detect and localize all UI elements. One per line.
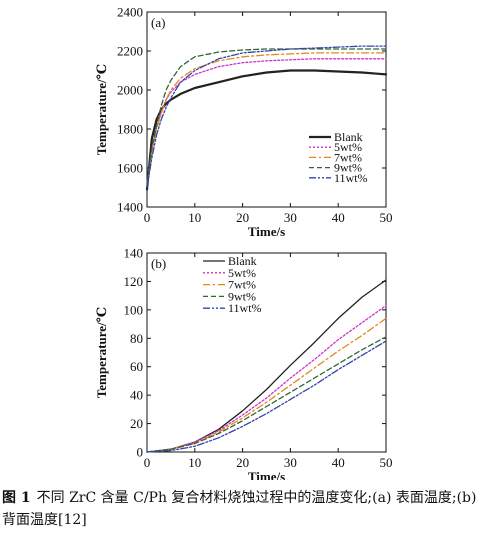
series-line-11wtpct bbox=[146, 340, 387, 453]
x-tick-label: 30 bbox=[284, 210, 297, 225]
x-axis-label: Time/s bbox=[248, 224, 285, 239]
series-line-9wtpct bbox=[146, 336, 387, 453]
y-tick-label: 140 bbox=[124, 246, 144, 261]
x-tick-label: 50 bbox=[380, 455, 393, 470]
x-axis-label: Time/s bbox=[248, 469, 285, 480]
y-tick-label: 20 bbox=[130, 416, 143, 431]
y-tick-label: 60 bbox=[130, 359, 143, 374]
y-tick-label: 1800 bbox=[117, 122, 143, 137]
panel-label: (a) bbox=[151, 15, 165, 30]
legend-label: 5wt% bbox=[228, 266, 256, 280]
y-tick-label: 1600 bbox=[117, 161, 143, 176]
plot-frame bbox=[146, 252, 387, 453]
x-tick-label: 40 bbox=[332, 210, 345, 225]
chart-panel-a: 0 10 20 30 40 50 1400 1600 1800 2000 2200 2400 Time/… bbox=[94, 5, 393, 240]
y-tick-label: 0 bbox=[137, 445, 144, 460]
x-tick-label: 30 bbox=[284, 455, 297, 470]
caption-text: 不同 ZrC 含量 C/Ph 复合材料烧蚀过程中的温度变化;(a) 表面温度;(… bbox=[2, 490, 477, 528]
figure-canvas: 0 10 20 30 40 50140016001800200022002400Time/… bbox=[94, 5, 393, 481]
legend-label: 9wt% bbox=[334, 161, 362, 175]
series-line-5wtpct bbox=[146, 304, 387, 453]
y-axis-label: Temperature/℃ bbox=[94, 307, 109, 398]
y-tick-label: 100 bbox=[124, 302, 144, 317]
series-line-7wtpct bbox=[146, 317, 387, 453]
y-tick-label: 2000 bbox=[117, 83, 143, 98]
y-tick-label: 1400 bbox=[117, 200, 143, 215]
x-tick-label: 20 bbox=[236, 455, 249, 470]
legend-label: 9wt% bbox=[228, 289, 256, 303]
series-line-5wtpct bbox=[146, 58, 387, 187]
y-tick-label: 80 bbox=[130, 331, 143, 346]
x-tick-label: 40 bbox=[332, 455, 345, 470]
x-tick-label: 50 bbox=[380, 210, 393, 225]
y-tick-label: 120 bbox=[124, 274, 144, 289]
y-axis-label: Temperature/℃ bbox=[94, 64, 109, 155]
x-tick-label: 10 bbox=[188, 210, 201, 225]
y-tick-label: 2200 bbox=[117, 44, 143, 59]
chart-panel-b: 0 10 20 30 40 50 0 20 40 60 80 100 120 140 Time/s Tempe… bbox=[94, 246, 393, 481]
x-tick-label: 0 bbox=[144, 210, 151, 225]
legend-label: Blank bbox=[334, 130, 363, 144]
x-tick-label: 20 bbox=[236, 210, 249, 225]
legend-label: 11wt% bbox=[228, 301, 262, 315]
y-tick-label: 2400 bbox=[117, 5, 143, 20]
legend-label: 5wt% bbox=[334, 140, 362, 154]
figure-number: 图 1 bbox=[2, 490, 31, 506]
series-line-7wtpct bbox=[146, 52, 387, 187]
series-line-9wtpct bbox=[146, 48, 387, 185]
figure-caption: 图 1 不同 ZrC 含量 C/Ph 复合材料烧蚀过程中的温度变化;(a) 表面温… bbox=[2, 487, 488, 531]
legend-label: Blank bbox=[228, 254, 257, 268]
panel-label: (b) bbox=[151, 256, 166, 271]
series-line-11wtpct bbox=[146, 45, 387, 189]
plot-frame bbox=[146, 11, 387, 208]
y-tick-label: 40 bbox=[130, 388, 143, 403]
legend-label: 7wt% bbox=[228, 278, 256, 292]
x-tick-label: 10 bbox=[188, 455, 201, 470]
series-line-blank bbox=[146, 279, 387, 453]
legend-label: 7wt% bbox=[334, 150, 362, 164]
x-tick-label: 0 bbox=[144, 455, 151, 470]
legend-label: 11wt% bbox=[334, 171, 368, 185]
series-line-blank bbox=[145, 69, 388, 191]
